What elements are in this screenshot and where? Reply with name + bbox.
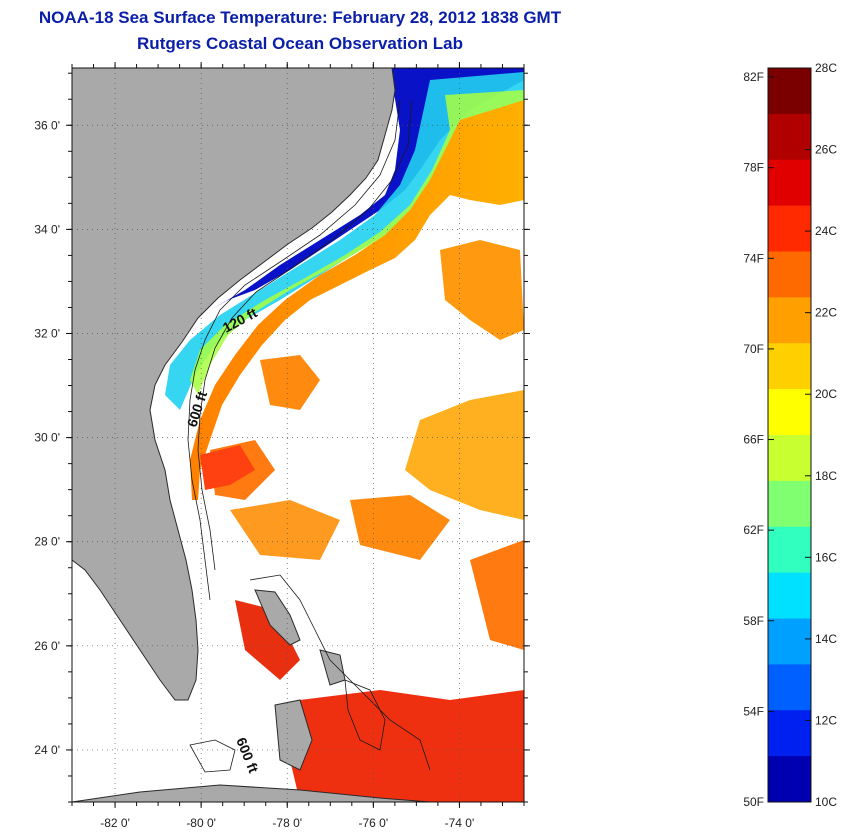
lat-tick-label: 36 0' [34, 118, 60, 132]
lat-tick-label: 34 0' [34, 222, 60, 236]
warm-patch [470, 540, 524, 650]
warm-patch [405, 390, 524, 520]
bathymetry-contours [187, 99, 431, 773]
map-subtitle: Rutgers Coastal Ocean Observation Lab [137, 34, 463, 53]
warm-patch [440, 240, 524, 340]
cool-shelf-water [165, 72, 524, 410]
gulf-stream [190, 100, 524, 500]
lat-tick-label: 26 0' [34, 639, 60, 653]
warm-patch [260, 355, 320, 410]
lat-tick-label: 28 0' [34, 535, 60, 549]
axis-ticks [66, 62, 530, 808]
lon-tick-label: -76 0' [359, 816, 389, 830]
axis-tick-labels: -82 0' -80 0' -78 0' -76 0' -74 0' 36 0' 34 0'… [34, 118, 474, 830]
map-title: NOAA-18 Sea Surface Temperature: Februar… [38, 8, 562, 27]
lon-tick-label: -82 0' [100, 816, 130, 830]
graticule [72, 68, 524, 802]
lon-tick-label: -78 0' [272, 816, 302, 830]
hot-patch [290, 690, 524, 802]
bahamas-island [254, 589, 301, 646]
lon-tick-label: -74 0' [445, 816, 475, 830]
sst-field [165, 68, 524, 802]
lon-tick-label: -80 0' [186, 816, 216, 830]
warm-patch [230, 500, 340, 560]
warm-patch [350, 495, 450, 560]
lat-tick-label: 24 0' [34, 743, 60, 757]
hot-patch [235, 600, 300, 680]
lat-tick-label: 30 0' [34, 431, 60, 445]
hot-patch [200, 445, 255, 490]
bahamas-island [274, 699, 313, 771]
lat-tick-label: 32 0' [34, 326, 60, 340]
map-frame [71, 67, 525, 803]
